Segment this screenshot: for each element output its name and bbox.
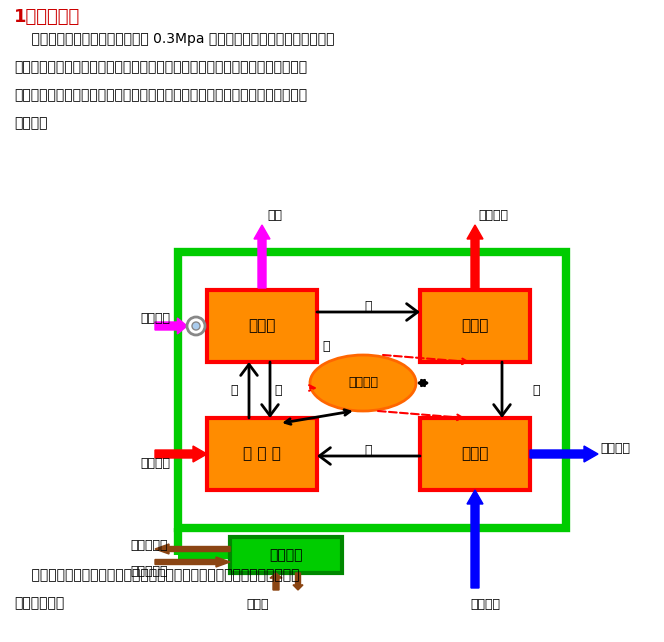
Text: 冷凝器: 冷凝器	[461, 318, 489, 333]
Text: 驱动蒸汽: 驱动蒸汽	[140, 312, 170, 325]
Ellipse shape	[310, 355, 416, 411]
Text: 位热水。: 位热水。	[14, 116, 48, 130]
Text: 汽: 汽	[365, 444, 372, 457]
Text: 性，提取低品位废热源中的热量，通过回收转换制取工艺性、采暖或生活用高品: 性，提取低品位废热源中的热量，通过回收转换制取工艺性、采暖或生活用高品	[14, 88, 307, 102]
Text: 蒸汽型渴化锂吸收式热泵机组以 0.3Mpa 以上蒸汽产生的热能为驱动热源，: 蒸汽型渴化锂吸收式热泵机组以 0.3Mpa 以上蒸汽产生的热能为驱动热源，	[14, 32, 335, 46]
Text: 控制信号出: 控制信号出	[130, 539, 167, 552]
Bar	[178, 252, 566, 528]
FancyArrow shape	[155, 544, 230, 554]
FancyArrow shape	[530, 446, 598, 462]
Text: 余热水进: 余热水进	[470, 598, 500, 611]
Text: 电量出: 电量出	[246, 598, 268, 611]
Text: 渴化锂浓溶液为吸收剂，水为蒸发剂，利用水在低压真空状态下低沸点沸腾的特: 渴化锂浓溶液为吸收剂，水为蒸发剂，利用水在低压真空状态下低沸点沸腾的特	[14, 60, 307, 74]
Text: 蒸发器: 蒸发器	[461, 446, 489, 462]
Text: 制系统组成。: 制系统组成。	[14, 596, 64, 610]
Text: 吸 收 器: 吸 收 器	[243, 446, 281, 462]
Circle shape	[192, 322, 200, 330]
Circle shape	[187, 317, 205, 335]
Text: 蒸水: 蒸水	[267, 209, 282, 222]
Text: 汽: 汽	[365, 300, 372, 313]
Text: 运行信号出: 运行信号出	[130, 565, 167, 578]
Text: 吸收式热泵机组由发生器、冷凝器、蒸发器、吸收器、热交换器及自动控: 吸收式热泵机组由发生器、冷凝器、蒸发器、吸收器、热交换器及自动控	[14, 568, 299, 582]
FancyArrow shape	[467, 225, 483, 288]
Bar	[207, 290, 317, 362]
Text: 供热水进: 供热水进	[140, 457, 170, 470]
FancyArrow shape	[467, 490, 483, 588]
FancyArrow shape	[254, 225, 270, 288]
Text: 1、结构组成: 1、结构组成	[14, 8, 80, 26]
Text: 控制系统: 控制系统	[269, 548, 303, 562]
Bar	[230, 537, 342, 573]
Text: 余热水出: 余热水出	[600, 442, 630, 455]
FancyArrow shape	[155, 318, 187, 334]
FancyArrow shape	[155, 446, 207, 462]
Text: 稀: 稀	[230, 383, 238, 397]
Text: 辅助设备: 辅助设备	[348, 376, 378, 390]
Bar	[207, 418, 317, 490]
Text: 浓: 浓	[274, 383, 282, 397]
Text: 发生器: 发生器	[248, 318, 276, 333]
Text: 水: 水	[532, 383, 539, 397]
Bar	[420, 418, 530, 490]
Bar	[420, 290, 530, 362]
Text: 供热水出: 供热水出	[478, 209, 508, 222]
FancyArrow shape	[270, 573, 282, 590]
FancyArrow shape	[155, 557, 230, 567]
Text: 液: 液	[322, 340, 329, 352]
FancyArrow shape	[293, 573, 303, 590]
